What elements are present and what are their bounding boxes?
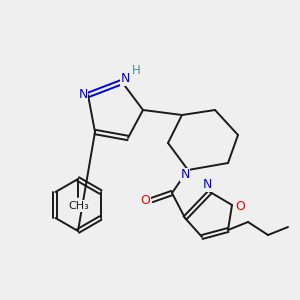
Text: H: H	[132, 64, 140, 76]
Text: N: N	[78, 88, 88, 100]
Text: O: O	[140, 194, 150, 208]
Text: N: N	[180, 169, 190, 182]
Text: O: O	[235, 200, 245, 212]
Text: N: N	[202, 178, 212, 191]
Text: N: N	[120, 73, 130, 85]
Text: CH₃: CH₃	[69, 201, 89, 211]
